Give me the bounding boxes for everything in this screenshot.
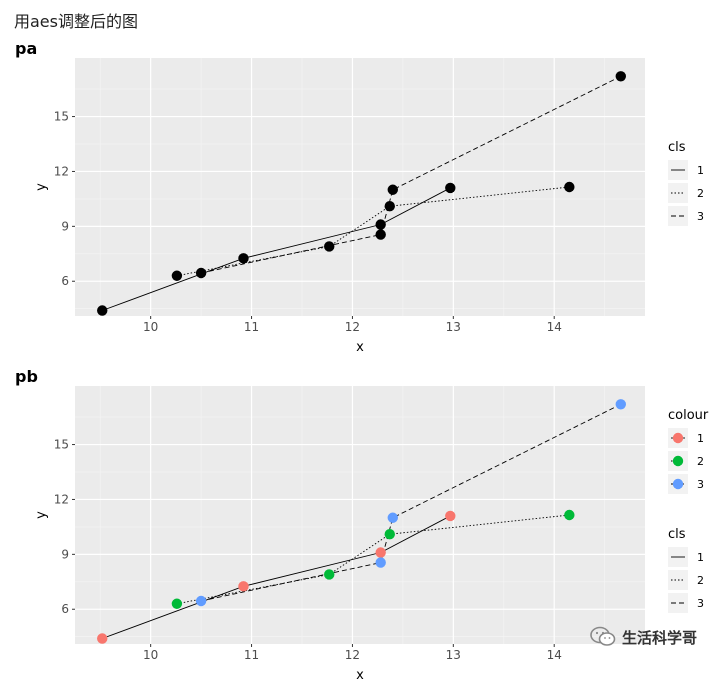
data-point (97, 305, 108, 316)
series-line-cls-1 (102, 515, 451, 639)
data-point (445, 182, 456, 194)
data-point (238, 581, 249, 592)
x-tick-label: 11 (244, 648, 259, 662)
x-tick-label: 14 (547, 320, 562, 334)
legend-label-2: 2 (697, 574, 704, 587)
y-tick-label: 12 (54, 164, 69, 178)
panel-tag-pb: pb (15, 367, 38, 386)
plot-panel (75, 386, 645, 644)
data-point (375, 547, 386, 558)
watermark-text: 生活科学哥 (622, 628, 698, 647)
series-line-cls-3 (201, 403, 621, 602)
legend-key-bg (668, 206, 688, 226)
x-tick-label: 12 (345, 648, 360, 662)
y-tick-label: 6 (61, 274, 69, 288)
y-axis-title: y (34, 511, 49, 519)
series-line-cls-3 (201, 75, 621, 274)
data-point (387, 184, 398, 195)
data-point (375, 557, 386, 568)
data-point (195, 267, 207, 279)
y-axis-title: y (34, 183, 49, 191)
data-point (375, 229, 386, 240)
x-tick-label: 11 (244, 320, 259, 334)
legend-label-1: 1 (697, 551, 704, 564)
data-point (384, 201, 395, 212)
page-title: 用aes调整后的图 (14, 12, 138, 31)
y-tick-label: 9 (61, 219, 69, 233)
plot-panel (75, 58, 645, 316)
legend-title-linetype: cls (668, 140, 686, 155)
legend-label-3: 3 (697, 597, 704, 610)
legend-label-2: 2 (697, 455, 704, 468)
legend-key-bg (668, 593, 688, 613)
data-point (171, 598, 183, 609)
legend-label-3: 3 (697, 478, 704, 491)
legend-key-point-2 (672, 455, 684, 467)
data-point (564, 181, 575, 193)
data-point (324, 569, 335, 580)
data-point (445, 510, 456, 522)
data-point (615, 399, 626, 410)
x-tick-label: 12 (345, 320, 360, 334)
data-point (564, 509, 575, 521)
wechat-icon (590, 626, 616, 646)
legend-title-linetype: cls (668, 527, 686, 542)
x-tick-label: 13 (446, 648, 461, 662)
panel-tag-pa: pa (15, 39, 37, 58)
data-point (375, 219, 386, 230)
data-point (324, 241, 335, 252)
series-line-cls-1 (102, 187, 451, 311)
legend-label-1: 1 (697, 432, 704, 445)
data-point (195, 595, 207, 607)
data-point (384, 529, 395, 540)
legend-title-colour: colour (668, 408, 709, 423)
y-tick-label: 12 (54, 492, 69, 506)
data-point (97, 633, 108, 644)
data-point (387, 512, 398, 523)
legend-key-point-3 (672, 478, 684, 490)
data-point (615, 71, 626, 82)
y-tick-label: 15 (54, 110, 69, 124)
legend-label-3: 3 (697, 210, 704, 223)
data-point (171, 270, 183, 281)
x-axis-title: x (356, 340, 364, 355)
x-tick-label: 10 (143, 648, 158, 662)
x-tick-label: 14 (547, 648, 562, 662)
legend-label-1: 1 (697, 164, 704, 177)
y-tick-label: 6 (61, 602, 69, 616)
legend-label-2: 2 (697, 187, 704, 200)
watermark: 生活科学哥 (590, 622, 720, 652)
series-line-cls-2 (176, 186, 570, 277)
data-point (238, 253, 249, 264)
y-tick-label: 15 (54, 438, 69, 452)
series-line-cls-2 (176, 514, 570, 605)
x-tick-label: 10 (143, 320, 158, 334)
x-axis-title: x (356, 668, 364, 683)
legend-key-point-1 (672, 432, 684, 444)
x-tick-label: 13 (446, 320, 461, 334)
y-tick-label: 9 (61, 547, 69, 561)
